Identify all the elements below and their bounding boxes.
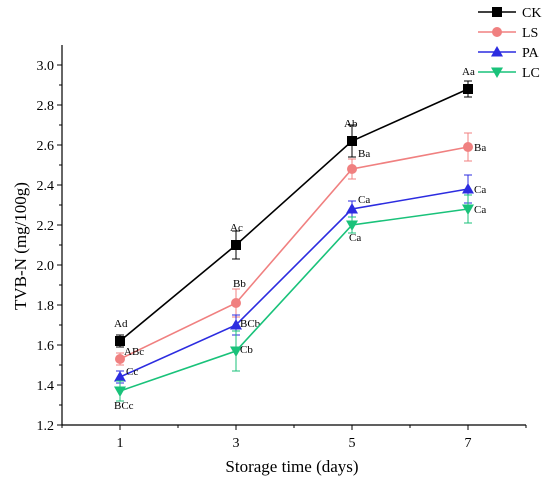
data-point-lc	[230, 346, 242, 357]
legend-marker	[492, 27, 502, 37]
y-tick-label: 2.0	[37, 259, 55, 274]
significance-label: Cb	[240, 344, 253, 356]
data-point-pa	[462, 183, 474, 194]
series-lc: BCc Cb Ca Ca	[114, 194, 486, 412]
y-tick-label: 1.8	[37, 299, 55, 314]
series-layer: Ad Ac Ab Aa ABc Bb Ba Ba Cc BCb Ca Ca BCc Cb Ca Ca	[114, 66, 486, 412]
axes: 1.2 1.4 1.6 1.8 2.0 2.2 2.4 2.6 2.8 3.0 1 3 5 7	[37, 45, 527, 451]
data-point-lc	[114, 386, 126, 397]
y-tick-label: 2.6	[37, 139, 55, 154]
legend-marker	[491, 46, 503, 57]
significance-label: Ad	[114, 318, 128, 330]
data-point-ls	[115, 354, 125, 364]
legend-marker	[491, 67, 503, 78]
y-tick-label: 2.8	[37, 99, 55, 114]
series-ck: Ad Ac Ab Aa	[114, 66, 475, 348]
data-point-pa	[346, 203, 358, 214]
x-tick-label: 5	[349, 436, 356, 451]
significance-label: Ab	[344, 118, 358, 130]
significance-label: ABc	[124, 346, 144, 358]
data-point-ck	[231, 240, 241, 250]
legend-marker	[492, 7, 502, 17]
legend: CK LS PA LC	[478, 6, 541, 81]
series-line-ck	[119, 88, 469, 342]
y-tick-label: 1.2	[37, 419, 55, 434]
significance-label: Ac	[230, 222, 243, 234]
series-line-ls	[119, 146, 469, 360]
legend-label: LC	[522, 66, 540, 81]
data-point-ck	[463, 84, 473, 94]
legend-item-ck: CK	[478, 6, 541, 21]
legend-item-ls: LS	[478, 26, 538, 41]
series-pa: Cc BCb Ca Ca	[114, 174, 486, 384]
y-tick-label: 1.6	[37, 339, 55, 354]
significance-label: Aa	[462, 66, 475, 78]
data-point-ls	[231, 298, 241, 308]
x-tick-label: 1	[117, 436, 124, 451]
data-point-ls	[463, 142, 473, 152]
significance-label: Ca	[474, 204, 486, 216]
series-line-lc	[119, 208, 469, 392]
y-tick-label: 3.0	[37, 59, 55, 74]
legend-item-pa: PA	[478, 46, 540, 61]
series-line-pa	[119, 188, 469, 378]
data-point-ls	[347, 164, 357, 174]
x-tick-label: 3	[233, 436, 240, 451]
significance-label: Bb	[233, 278, 246, 290]
x-tick-label: 7	[465, 436, 472, 451]
significance-label: Ca	[358, 194, 370, 206]
data-point-pa	[114, 371, 126, 382]
data-point-ck	[347, 136, 357, 146]
data-point-ck	[115, 336, 125, 346]
x-axis-title: Storage time (days)	[225, 457, 358, 476]
series-ls: ABc Bb Ba Ba	[115, 132, 486, 366]
significance-label: Ca	[474, 184, 486, 196]
legend-label: CK	[522, 6, 541, 21]
legend-label: LS	[522, 26, 538, 41]
y-tick-label: 2.2	[37, 219, 55, 234]
significance-label: BCb	[240, 318, 261, 330]
legend-item-lc: LC	[478, 66, 540, 81]
y-tick-label: 2.4	[37, 179, 55, 194]
y-axis-title: TVB-N (mg/100g)	[11, 182, 30, 310]
significance-label: Ca	[349, 232, 361, 244]
significance-label: Cc	[126, 366, 138, 378]
data-point-pa	[230, 319, 242, 330]
y-tick-label: 1.4	[37, 379, 55, 394]
data-point-lc	[346, 220, 358, 231]
significance-label: Ba	[474, 142, 486, 154]
legend-label: PA	[522, 46, 540, 61]
significance-label: BCc	[114, 400, 134, 412]
significance-label: Ba	[358, 148, 370, 160]
data-point-lc	[462, 204, 474, 215]
